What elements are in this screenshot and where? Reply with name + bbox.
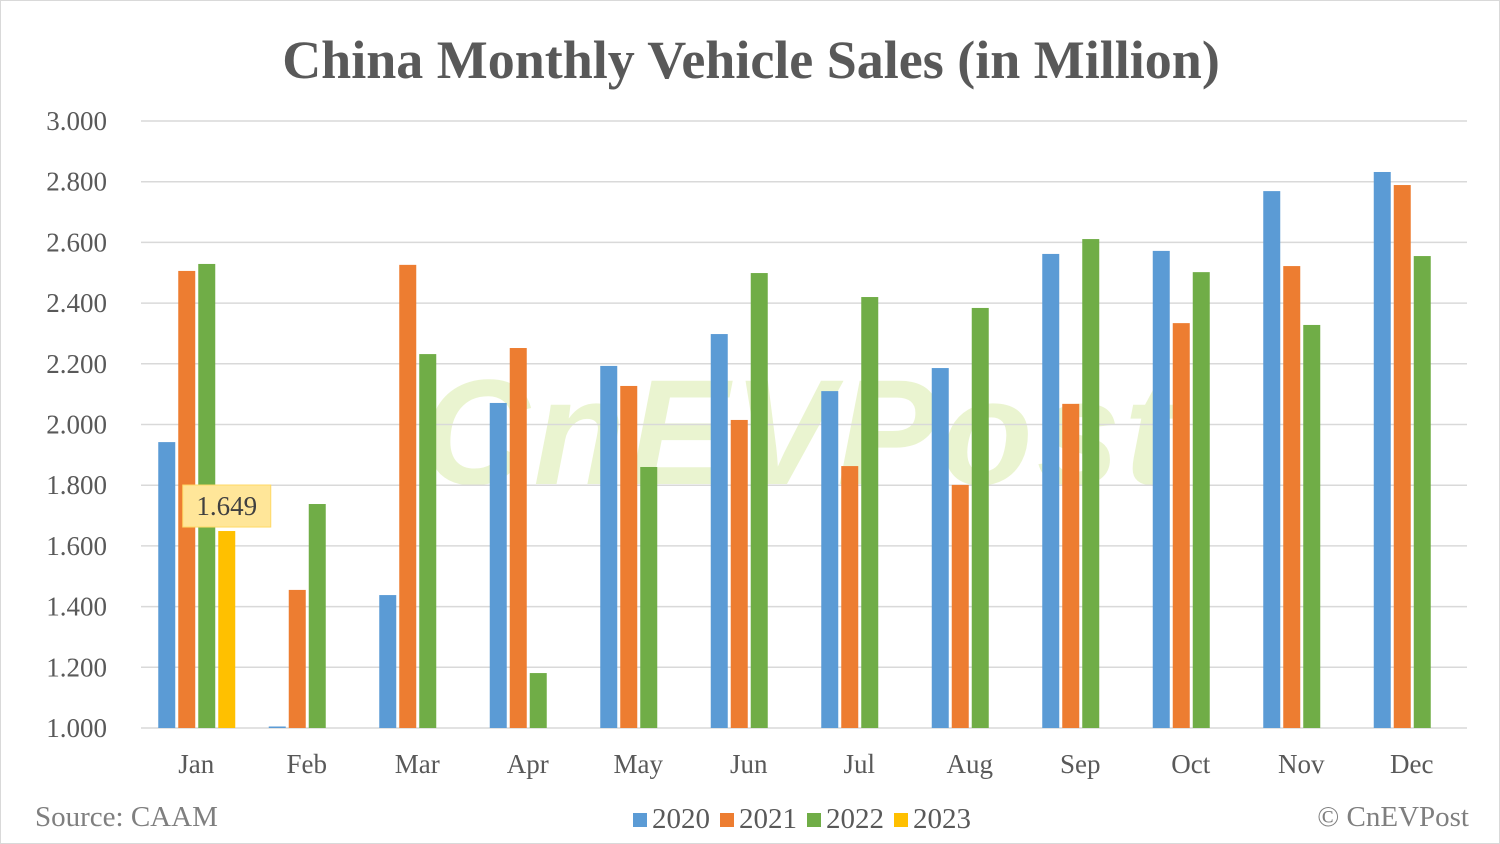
legend-item-2021: 2021	[720, 803, 797, 836]
x-tick-label: Sep	[1060, 749, 1101, 779]
legend: 2020 2021 2022 2023	[633, 803, 971, 836]
bar-2021-Oct	[1172, 323, 1190, 728]
data-label: 1.649	[196, 491, 257, 521]
bar-2021-Feb	[288, 589, 306, 728]
data-label-box	[182, 484, 272, 528]
bar-2021-May	[620, 385, 638, 728]
y-tick-label: 1.600	[46, 531, 107, 561]
bar-2020-Mar	[379, 595, 397, 728]
bar-2022-Mar	[419, 354, 437, 728]
bar-2021-Nov	[1283, 266, 1301, 728]
bar-2022-May	[640, 466, 658, 728]
bar-2022-Oct	[1192, 272, 1210, 728]
legend-swatch	[720, 812, 734, 827]
bar-2022-Sep	[1082, 239, 1100, 728]
bar-2022-Jul	[861, 297, 879, 728]
bar-2021-Sep	[1062, 403, 1080, 728]
x-tick-label: May	[614, 749, 664, 779]
legend-swatch	[894, 812, 908, 827]
bar-2020-Jun	[710, 334, 728, 728]
bar-2022-Aug	[971, 307, 989, 728]
bar-2020-Feb	[268, 726, 286, 728]
y-tick-label: 1.200	[46, 652, 107, 682]
bar-2020-Aug	[931, 368, 949, 728]
bar-2021-Jun	[730, 419, 748, 728]
credit-note: © CnEVPost	[1317, 801, 1469, 833]
legend-item-2020: 2020	[633, 803, 710, 836]
bar-2020-Dec	[1373, 171, 1391, 728]
bar-2022-Nov	[1303, 324, 1321, 728]
x-tick-label: Jul	[843, 749, 875, 779]
legend-label: 2020	[652, 803, 710, 835]
legend-label: 2023	[913, 803, 971, 835]
bar-2021-Jul	[841, 466, 859, 728]
bar-2020-Jan	[158, 442, 176, 728]
y-tick-label: 2.600	[46, 227, 107, 257]
legend-swatch	[633, 812, 647, 827]
y-tick-label: 3.000	[46, 106, 107, 136]
bar-2020-Sep	[1042, 253, 1060, 729]
legend-item-2022: 2022	[807, 803, 884, 836]
x-tick-label: Nov	[1278, 749, 1325, 779]
y-tick-label: 2.400	[46, 288, 107, 318]
y-tick-label: 2.800	[46, 167, 107, 197]
x-tick-label: Feb	[287, 749, 328, 779]
y-tick-label: 1.800	[46, 470, 107, 500]
x-tick-label: Jan	[178, 749, 214, 779]
bar-2020-Oct	[1152, 250, 1170, 728]
bar-2021-Apr	[509, 348, 527, 728]
bar-2020-Apr	[489, 402, 507, 728]
bar-2022-Feb	[308, 504, 326, 728]
bar-2021-Aug	[951, 484, 969, 728]
x-tick-label: Apr	[507, 749, 549, 779]
bar-2021-Dec	[1393, 185, 1411, 728]
y-tick-label: 1.000	[46, 713, 107, 743]
chart-title: China Monthly Vehicle Sales (in Million)	[282, 30, 1220, 90]
x-tick-label: Aug	[947, 749, 994, 779]
x-tick-label: Jun	[730, 749, 768, 779]
bar-2021-Mar	[399, 264, 417, 728]
legend-label: 2021	[739, 803, 797, 835]
x-tick-label: Mar	[395, 749, 440, 779]
legend-item-2023: 2023	[894, 803, 971, 836]
legend-swatch	[807, 812, 821, 827]
bar-2022-Apr	[529, 673, 547, 728]
bar-2020-May	[600, 365, 618, 728]
bar-2023-Jan	[218, 531, 236, 728]
y-tick-label: 2.000	[46, 410, 107, 440]
legend-label: 2022	[826, 803, 884, 835]
bar-2020-Jul	[821, 391, 839, 728]
source-note: Source: CAAM	[35, 801, 218, 833]
x-tick-label: Oct	[1171, 749, 1210, 779]
x-tick-label: Dec	[1390, 749, 1433, 779]
y-tick-label: 2.200	[46, 349, 107, 379]
bar-2020-Nov	[1263, 191, 1281, 728]
bar-2022-Jun	[750, 273, 768, 728]
y-tick-label: 1.400	[46, 592, 107, 622]
bar-2022-Dec	[1413, 256, 1431, 728]
